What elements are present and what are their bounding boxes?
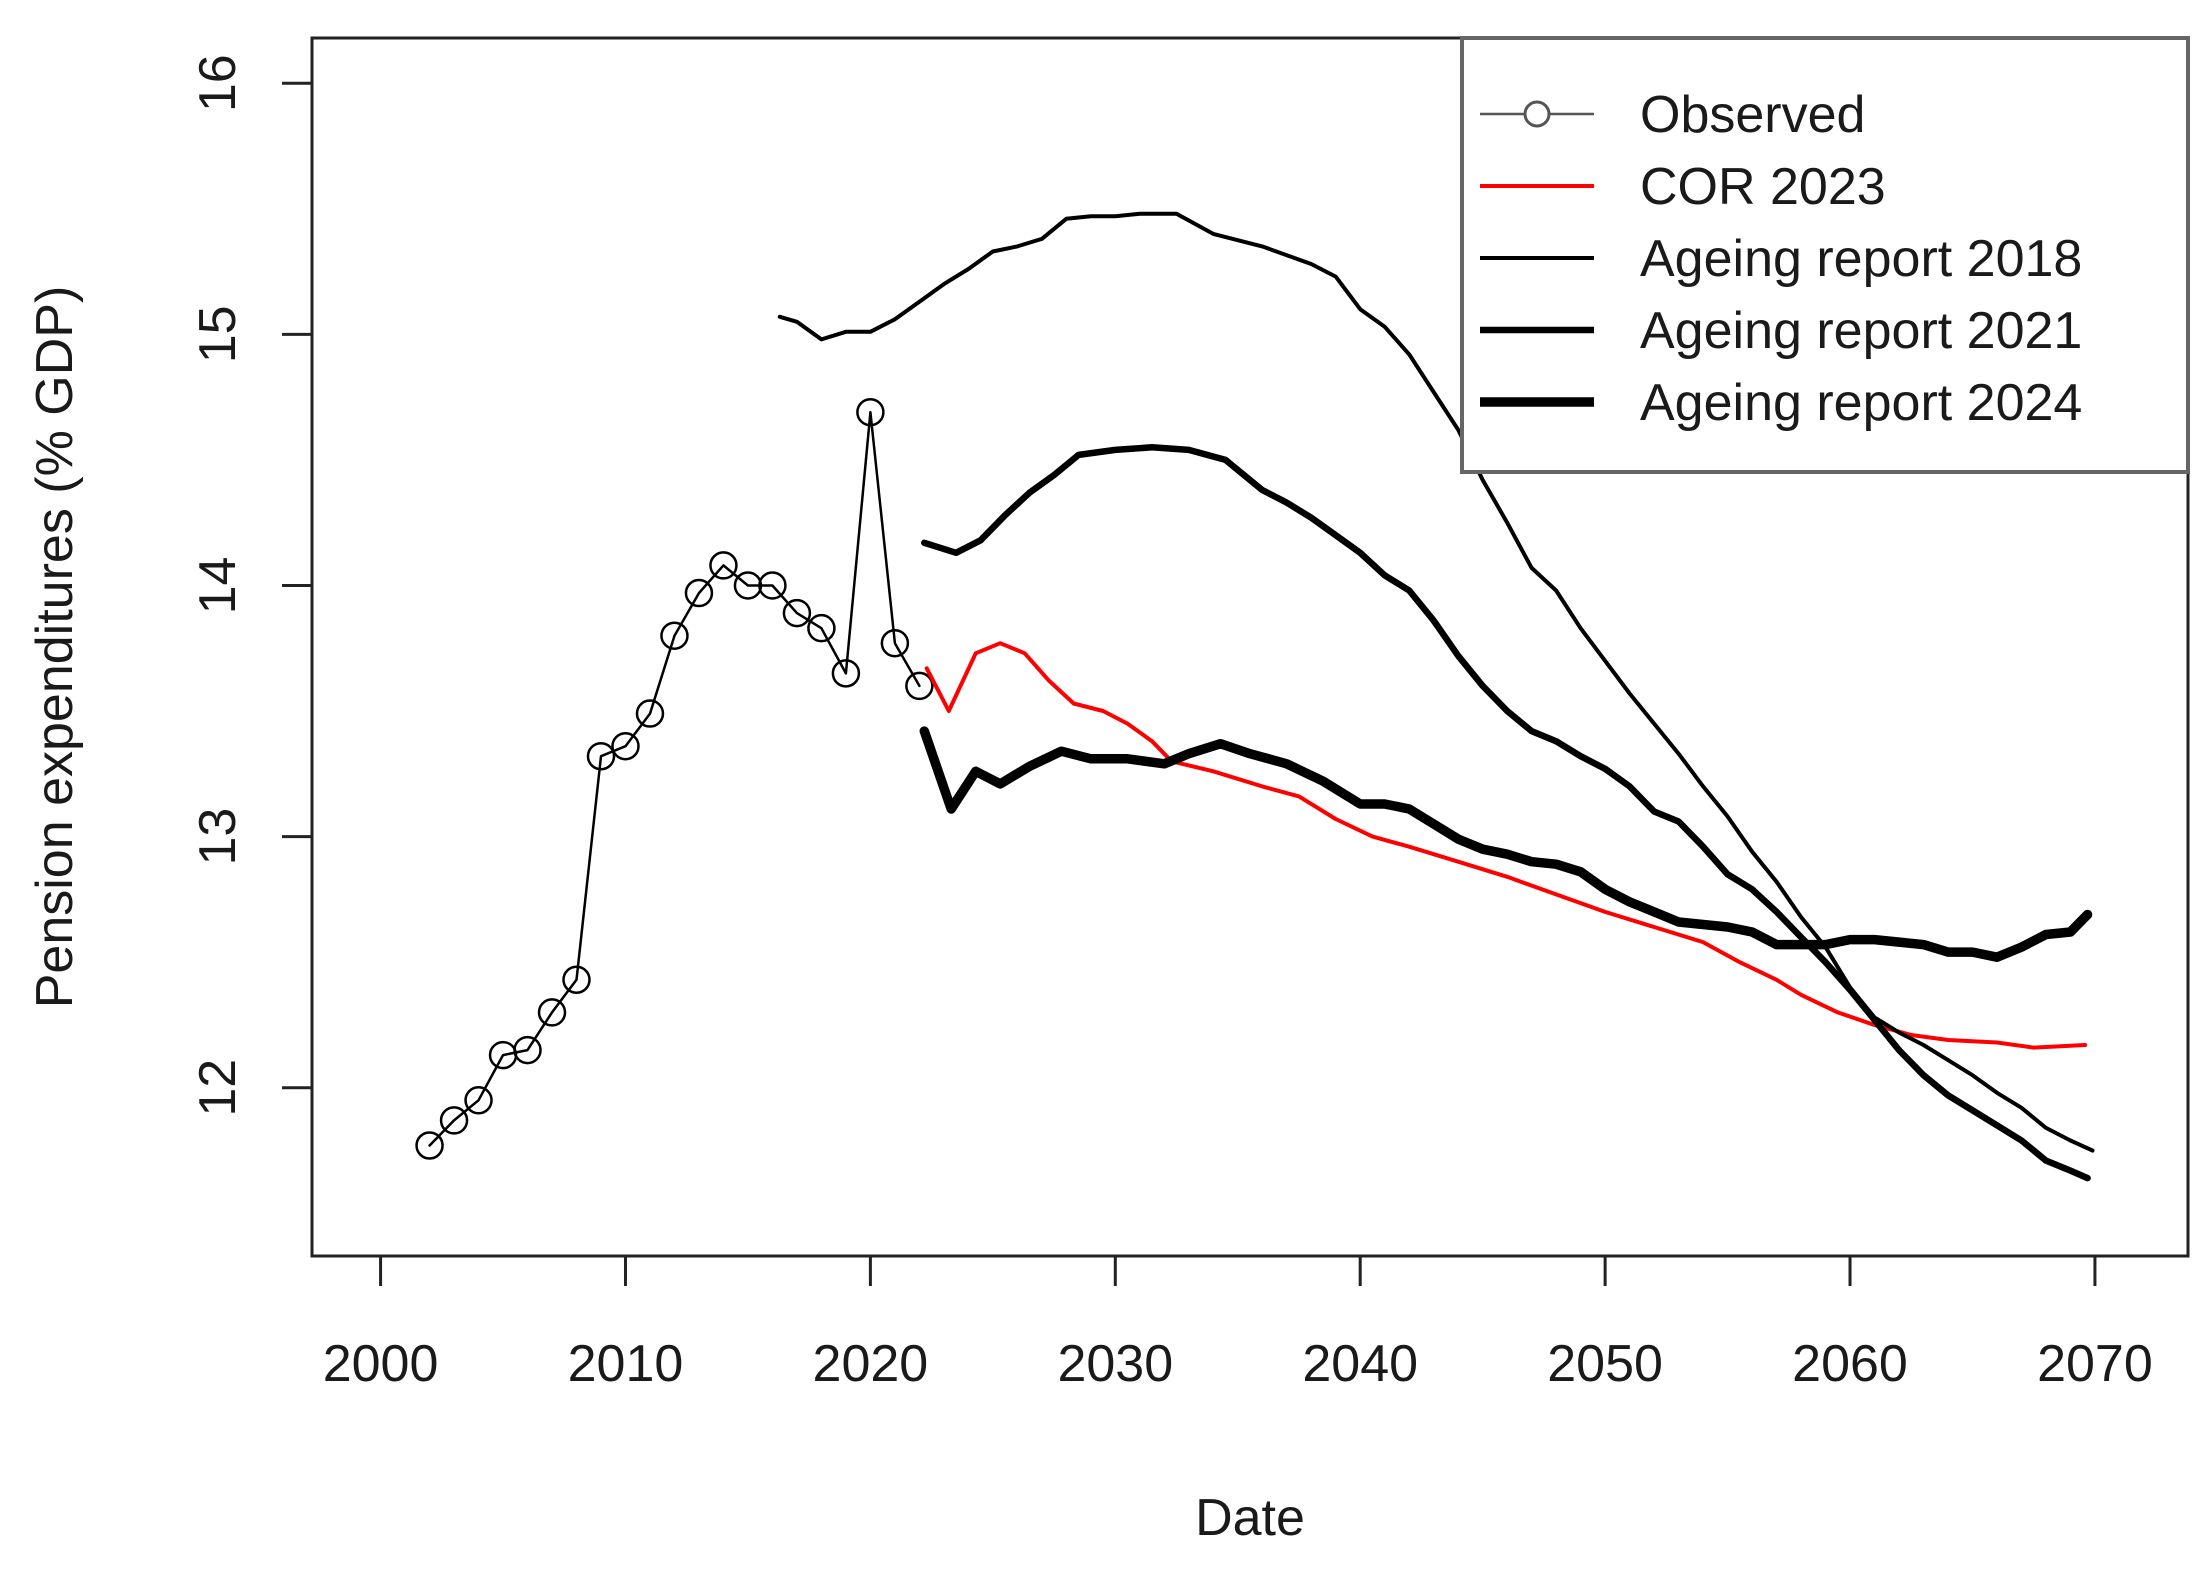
data-point bbox=[758, 571, 787, 600]
legend-label: Ageing report 2024 bbox=[1640, 374, 2082, 432]
data-point bbox=[660, 621, 689, 650]
legend-item: Observed bbox=[1480, 86, 1865, 144]
x-axis-title: Date bbox=[1195, 1489, 1305, 1547]
series-line bbox=[924, 641, 2088, 1050]
legend-item: Ageing report 2024 bbox=[1480, 374, 2082, 432]
series-line bbox=[919, 726, 2093, 962]
x-tick-label: 2020 bbox=[813, 1335, 929, 1393]
series-ageing-report-2021 bbox=[921, 444, 2091, 1182]
data-point bbox=[513, 1035, 542, 1065]
legend-item: COR 2023 bbox=[1480, 158, 1886, 216]
data-point bbox=[807, 613, 836, 643]
data-point bbox=[684, 578, 714, 608]
legend-item: Ageing report 2021 bbox=[1480, 302, 2082, 360]
data-point bbox=[439, 1106, 469, 1135]
y-axis-title: Pension expenditures (% GDP) bbox=[26, 286, 84, 1009]
data-point bbox=[905, 671, 934, 701]
y-tick-label: 16 bbox=[189, 54, 247, 112]
x-tick-label: 2010 bbox=[568, 1335, 684, 1393]
data-point bbox=[856, 397, 885, 427]
x-tick-label: 2050 bbox=[1547, 1335, 1663, 1393]
data-point bbox=[586, 741, 616, 771]
data-point bbox=[782, 598, 812, 628]
legend: Observed COR 2023 Ageing report 2018 Ageing… bbox=[1460, 36, 2190, 474]
data-point bbox=[635, 699, 665, 728]
legend-label: Observed bbox=[1640, 86, 1865, 144]
data-point bbox=[562, 965, 591, 995]
series-ageing-report-2024 bbox=[919, 726, 2093, 962]
legend-label: Ageing report 2021 bbox=[1640, 302, 2082, 360]
data-point bbox=[831, 659, 861, 688]
legend-label: COR 2023 bbox=[1640, 158, 1886, 216]
legend-label: Ageing report 2018 bbox=[1640, 230, 2082, 288]
series-cor-2023 bbox=[924, 641, 2088, 1050]
data-point bbox=[415, 1131, 444, 1160]
x-tick-label: 2070 bbox=[2037, 1335, 2153, 1393]
x-tick-label: 2060 bbox=[1792, 1335, 1908, 1393]
series-line bbox=[921, 444, 2091, 1182]
data-point bbox=[537, 998, 567, 1027]
y-tick-label: 14 bbox=[189, 557, 247, 615]
y-tick-label: 13 bbox=[189, 808, 247, 866]
x-tick-label: 2040 bbox=[1302, 1335, 1418, 1393]
series-observed bbox=[415, 397, 934, 1160]
data-point bbox=[464, 1086, 493, 1115]
axes: 2000 2010 2020 2030 2040 2050 2060 2070 12 13 14 15… bbox=[189, 36, 2190, 1393]
x-tick-label: 2030 bbox=[1057, 1335, 1173, 1393]
series-line bbox=[428, 410, 921, 1147]
legend-item: Ageing report 2018 bbox=[1480, 230, 2082, 288]
plot-frame bbox=[310, 36, 2190, 1258]
data-point bbox=[709, 551, 738, 580]
data-point bbox=[733, 571, 763, 600]
y-tick-label: 15 bbox=[189, 305, 247, 363]
legend-marker bbox=[1523, 100, 1551, 128]
data-point bbox=[611, 731, 640, 761]
x-tick-label: 2000 bbox=[323, 1335, 439, 1393]
y-tick-label: 12 bbox=[189, 1059, 247, 1117]
data-point bbox=[880, 628, 910, 658]
